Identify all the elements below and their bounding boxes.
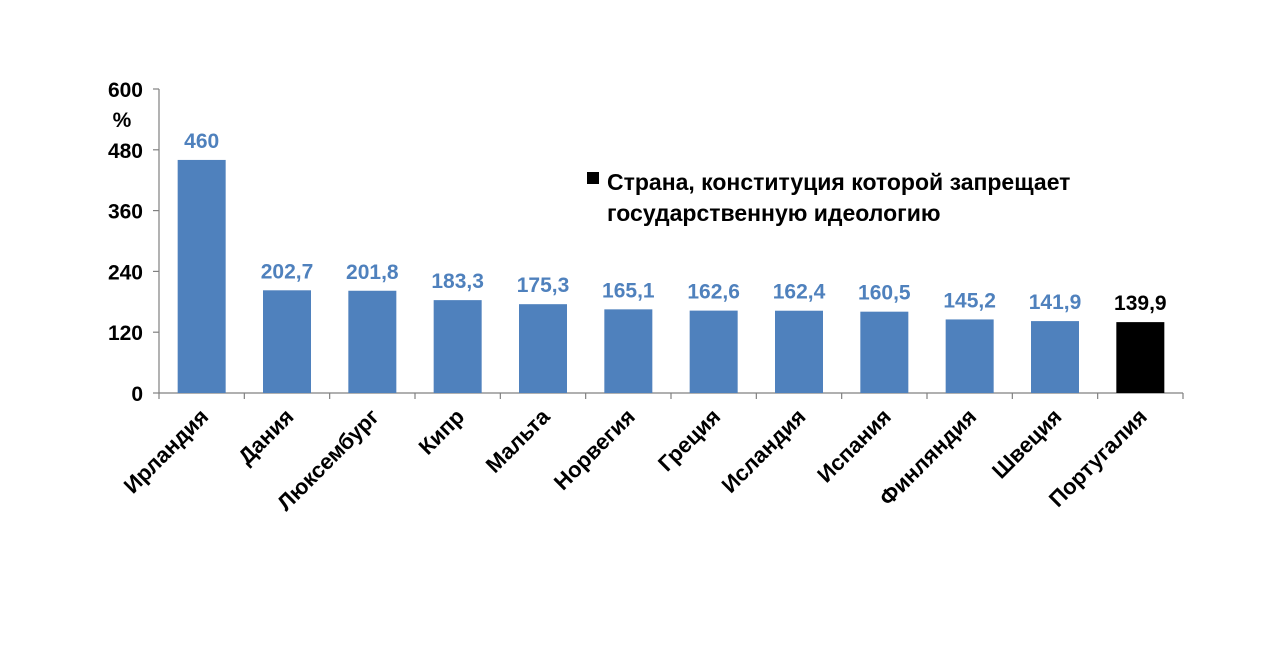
y-tick-label: 120: [108, 322, 143, 345]
bar-value-label: 141,9: [1029, 291, 1082, 314]
y-tick-label: 240: [108, 261, 143, 284]
legend-line-2: государственную идеологию: [607, 200, 941, 226]
legend-line-1: Страна, конституция которой запрещает: [607, 169, 1070, 195]
bar: [433, 300, 482, 393]
bar-value-label: 160,5: [858, 282, 911, 305]
bar-value-label: 201,8: [346, 261, 399, 284]
bar: [689, 310, 738, 393]
category-label: Ирландия: [119, 404, 213, 498]
y-tick-label: 600: [108, 79, 143, 102]
bar: [1116, 322, 1165, 393]
y-tick-label: 360: [108, 201, 143, 224]
bar-value-label: 139,9: [1114, 292, 1167, 315]
axes: 0 120 240 360 480 600%: [108, 79, 1184, 406]
bar: [263, 290, 311, 393]
bar-value-label: 165,1: [602, 279, 655, 302]
bar-value-label: 175,3: [517, 274, 570, 297]
category-label: Испания: [812, 404, 896, 488]
category-label: Дания: [233, 404, 298, 469]
category-label: Мальта: [481, 403, 555, 477]
category-label: Швеция: [987, 404, 1067, 484]
bar: [519, 304, 567, 393]
bar-value-label: 162,4: [773, 281, 826, 304]
bar-value-label: 162,6: [687, 281, 740, 304]
legend: Страна, конституция которой запрещает го…: [587, 169, 1070, 226]
category-label: Норвегия: [549, 404, 640, 495]
y-tick-label: 0: [131, 383, 143, 406]
y-axis-unit-label: %: [113, 109, 132, 132]
bar-value-label: 183,3: [431, 270, 484, 293]
bar-value-label: 145,2: [943, 289, 996, 312]
category-label: Кипр: [414, 404, 470, 460]
category-label: Исландия: [717, 404, 811, 498]
bar: [860, 311, 909, 393]
bar: [177, 159, 226, 393]
bar: [1031, 321, 1079, 393]
bar: [775, 310, 823, 393]
y-tick-label: 480: [108, 140, 143, 163]
bar: [348, 290, 397, 393]
bars: [177, 159, 1165, 393]
bar: [604, 309, 653, 393]
bar-value-label: 460: [184, 130, 219, 153]
legend-swatch: [587, 172, 599, 184]
bar-value-label: 202,7: [261, 260, 314, 283]
category-label: Греция: [653, 404, 725, 476]
bar: [945, 319, 994, 393]
